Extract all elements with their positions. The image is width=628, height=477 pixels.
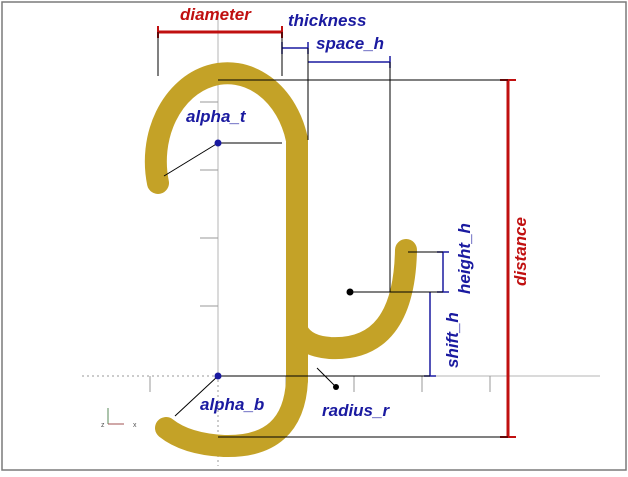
alpha-t-label: alpha_t (186, 107, 247, 126)
inner-curve-center-point (346, 288, 354, 296)
radius-r-label: radius_r (322, 401, 390, 420)
axes-indicator-z-label: z (101, 422, 105, 429)
guide-lines (157, 32, 508, 438)
alpha-b-radius (174, 375, 219, 417)
hook-shape (144, 62, 417, 458)
axes-indicator-x-label: x (133, 422, 137, 429)
center-points (214, 139, 222, 380)
diameter-label: diameter (180, 5, 252, 24)
height-h-label: height_h (455, 223, 474, 294)
hook-inner-curve (286, 239, 417, 360)
alpha-t-center-point (214, 139, 222, 147)
space-h-label: space_h (316, 34, 384, 53)
thickness-label: thickness (288, 11, 366, 30)
alpha-b-label: alpha_b (200, 395, 264, 414)
shift-h-label: shift_h (443, 312, 462, 368)
hook-bottom-arc (155, 369, 308, 458)
alpha-t-radius (163, 142, 219, 177)
distance-label: distance (511, 217, 530, 286)
radius-r-guide (316, 367, 337, 388)
alpha-b-center-point (214, 372, 222, 380)
radius-r-point (333, 384, 339, 390)
hook-top-arc (144, 62, 308, 194)
axes-indicator: z x (101, 408, 137, 429)
